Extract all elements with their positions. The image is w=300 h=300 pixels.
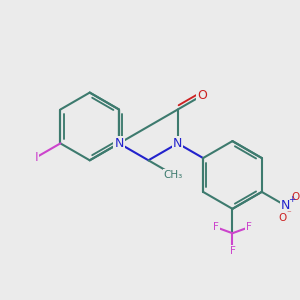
Text: N: N bbox=[281, 199, 290, 212]
Text: N: N bbox=[114, 137, 124, 150]
Text: F: F bbox=[213, 222, 219, 232]
Text: O: O bbox=[291, 192, 299, 202]
Text: F: F bbox=[246, 222, 252, 232]
Text: N: N bbox=[173, 137, 182, 150]
Text: ⁻: ⁻ bbox=[287, 209, 292, 218]
Text: CH₃: CH₃ bbox=[164, 170, 183, 180]
Text: O: O bbox=[197, 89, 207, 102]
Text: F: F bbox=[230, 246, 236, 256]
Text: O: O bbox=[279, 213, 287, 223]
Text: I: I bbox=[34, 151, 38, 164]
Text: +: + bbox=[289, 195, 296, 204]
